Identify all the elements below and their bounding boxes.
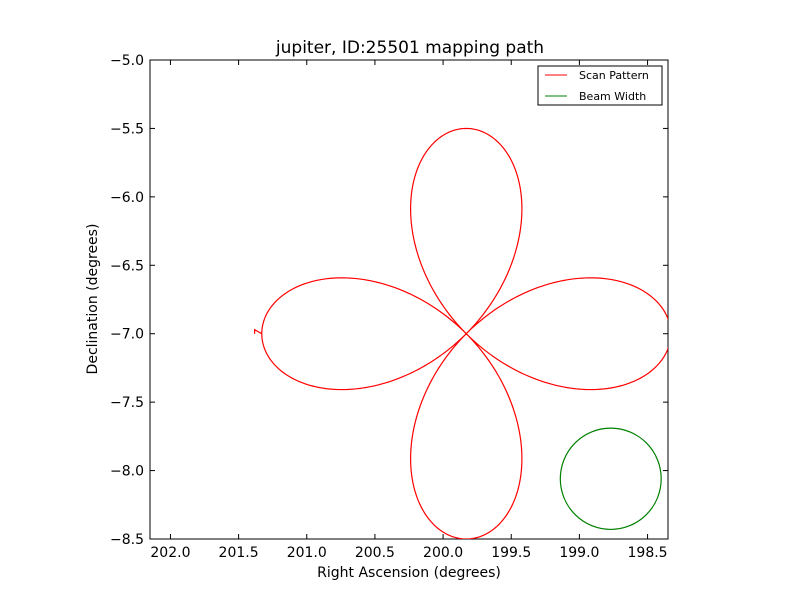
y-tick-label: −6.5 [110, 258, 144, 274]
chart-title: jupiter, ID:25501 mapping path [275, 38, 544, 58]
y-axis: −5.0 −5.5 −6.0 −6.5 −7.0 −7.5 −8.0 −8.5 [110, 53, 668, 548]
series-scan-pattern [254, 127, 668, 539]
y-axis-label: Declination (degrees) [85, 224, 101, 375]
y-tick-label: −6.0 [110, 190, 144, 206]
y-tick-label: −5.5 [110, 121, 144, 137]
series-beam-width [559, 427, 662, 531]
x-tick-label: 202.0 [150, 545, 190, 561]
y-tick-label: −7.0 [110, 327, 144, 343]
x-tick-label: 199.5 [491, 545, 531, 561]
series-layer [254, 127, 668, 539]
y-tick-label: −8.5 [110, 532, 144, 548]
x-tick-label: 201.5 [219, 545, 259, 561]
x-axis-label: Right Ascension (degrees) [317, 565, 501, 581]
x-tick-label: 201.0 [287, 545, 327, 561]
legend-label-scan-pattern: Scan Pattern [579, 69, 649, 82]
legend-label-beam-width: Beam Width [579, 90, 646, 103]
x-tick-label: 200.5 [355, 545, 395, 561]
x-tick-label: 198.5 [628, 545, 668, 561]
x-tick-label: 199.0 [559, 545, 599, 561]
legend-box [537, 65, 663, 106]
y-tick-label: −7.5 [110, 395, 144, 411]
legend: Scan Pattern Beam Width [537, 65, 663, 106]
x-tick-label: 200.0 [423, 545, 463, 561]
y-tick-label: −8.0 [110, 464, 144, 480]
y-tick-label: −5.0 [110, 53, 144, 69]
x-axis: 202.0 201.5 201.0 200.5 200.0 199.5 199.0 198.5 [150, 60, 668, 561]
plot-area [149, 59, 669, 540]
